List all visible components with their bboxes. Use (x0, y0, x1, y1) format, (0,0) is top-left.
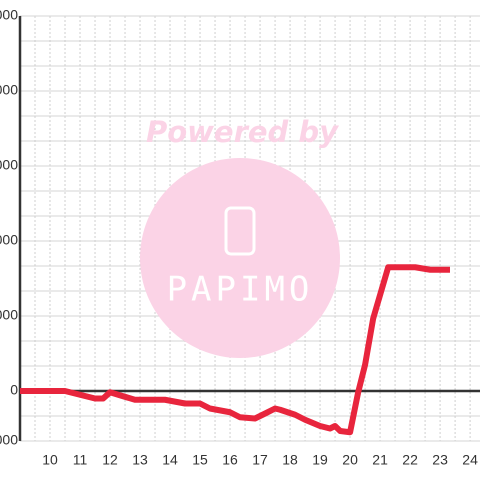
x-tick-label: 22 (402, 452, 418, 468)
x-tick-label: 11 (73, 452, 88, 468)
line-series (20, 264, 450, 436)
y-tick-label: 0 (10, 382, 18, 398)
x-tick-label: 19 (312, 452, 328, 468)
x-tick-label: 13 (132, 452, 148, 468)
y-tick-label: 60,000 (0, 232, 18, 248)
x-tick-label: 18 (282, 452, 298, 468)
x-tick-label: 15 (192, 452, 208, 468)
x-tick-label: 20 (342, 452, 358, 468)
x-tick-label: 16 (222, 452, 238, 468)
x-tick-label: 24 (462, 452, 478, 468)
watermark-phone (224, 206, 256, 256)
watermark-circle (140, 158, 340, 358)
y-tick-label: 90,000 (0, 157, 18, 173)
y-tick-label: 30,000 (0, 307, 18, 323)
watermark-logo: PAPIMO (167, 270, 314, 310)
x-tick-label: 21 (372, 452, 388, 468)
x-tick-label: 17 (252, 452, 268, 468)
x-tick-label: 12 (102, 452, 118, 468)
x-tick-label: 23 (432, 452, 448, 468)
watermark-title: Powered by (146, 115, 339, 149)
x-tick-label: 14 (162, 452, 178, 468)
y-tick-label: 150,000 (0, 7, 18, 23)
x-tick-label: 10 (42, 452, 58, 468)
y-tick-label: 120,000 (0, 82, 18, 98)
y-tick-label: -20,000 (0, 432, 18, 448)
